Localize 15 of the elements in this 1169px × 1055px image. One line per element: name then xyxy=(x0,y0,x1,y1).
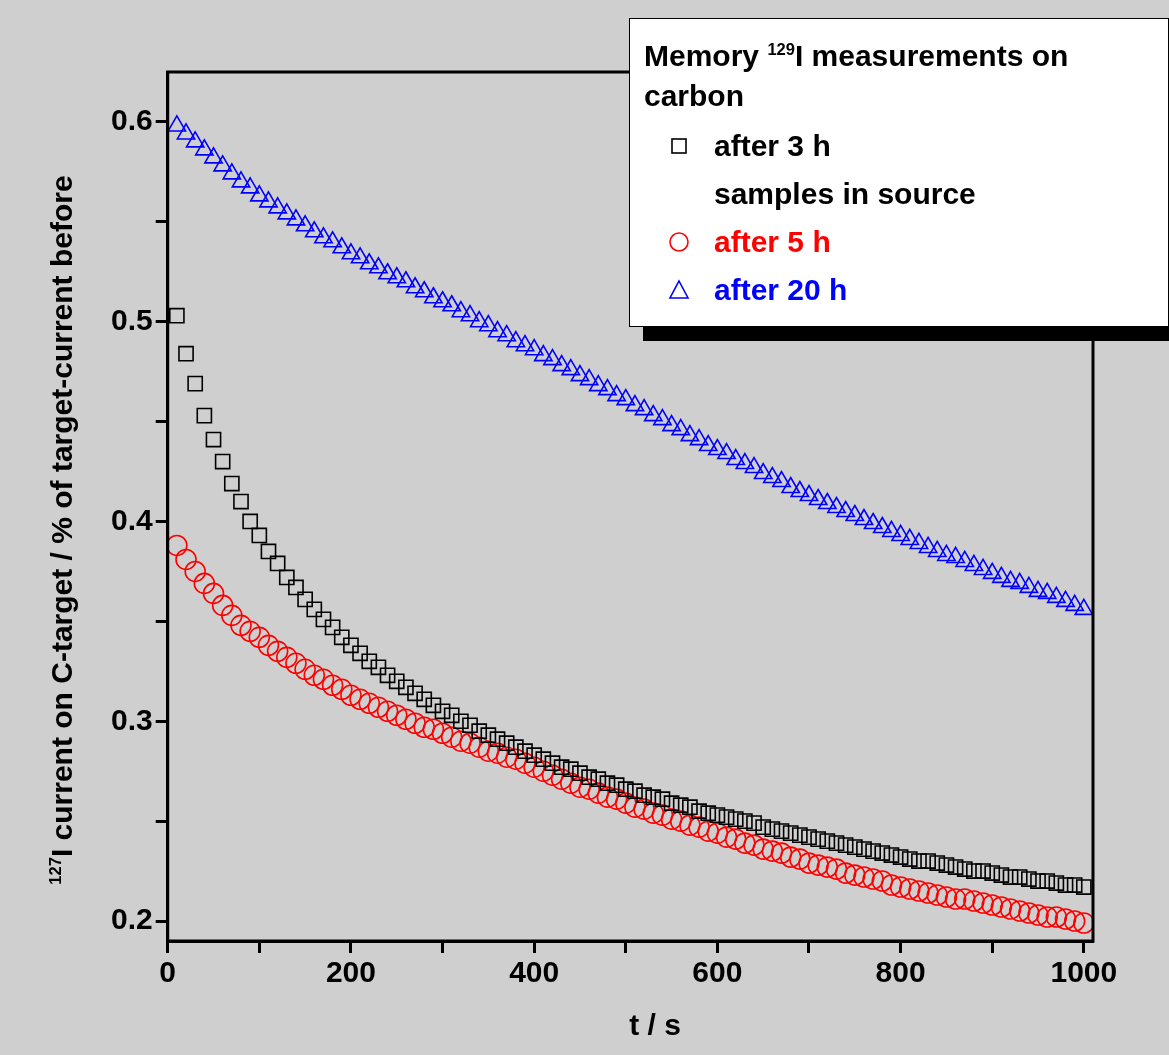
legend-label: after 5 h xyxy=(714,224,831,260)
x-axis-title: t / s xyxy=(629,1008,681,1042)
x-tick-label: 600 xyxy=(692,955,743,989)
y-tick-label: 0.6 xyxy=(110,103,153,137)
x-tick-label: 400 xyxy=(509,955,560,989)
y-tick-label: 0.4 xyxy=(110,502,153,536)
x-tick-label: 800 xyxy=(875,955,926,989)
y-tick-label: 0.3 xyxy=(110,702,153,736)
y-tick-label: 0.5 xyxy=(110,302,153,336)
y-tick-label: 0.2 xyxy=(110,902,153,936)
legend-label: after 3 h samples in source xyxy=(714,128,976,212)
x-tick-label: 200 xyxy=(325,955,376,989)
x-tick-label: 1000 xyxy=(1050,955,1118,989)
x-tick-label: 0 xyxy=(159,955,177,989)
legend-label: after 20 h xyxy=(714,272,848,308)
